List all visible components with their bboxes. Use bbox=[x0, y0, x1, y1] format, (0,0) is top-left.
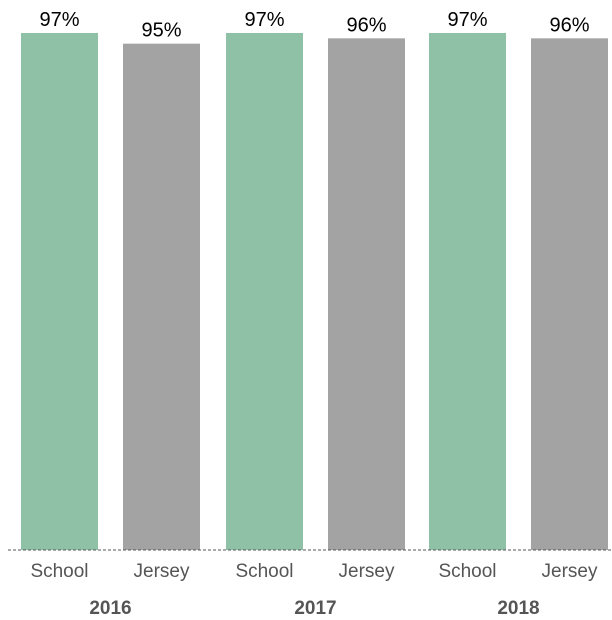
bar-2016-school bbox=[21, 33, 98, 550]
group-label-2017: 2017 bbox=[294, 598, 336, 619]
bars-layer bbox=[21, 33, 608, 551]
category-label-2016-school: School bbox=[30, 561, 88, 582]
value-label-2018-jersey: 96% bbox=[549, 14, 589, 36]
value-label-2017-jersey: 96% bbox=[346, 14, 386, 36]
value-label-2017-school: 97% bbox=[244, 9, 284, 31]
bar-2018-jersey bbox=[531, 38, 608, 550]
value-label-2016-jersey: 95% bbox=[141, 20, 181, 42]
group-label-2018: 2018 bbox=[497, 598, 539, 619]
bar-2017-jersey bbox=[328, 38, 405, 550]
group-label-2016: 2016 bbox=[89, 598, 131, 619]
bar-2017-school bbox=[226, 33, 303, 550]
category-label-2018-school: School bbox=[438, 561, 496, 582]
value-label-2016-school: 97% bbox=[39, 9, 79, 31]
category-label-2018-jersey: Jersey bbox=[542, 561, 598, 582]
value-label-2018-school: 97% bbox=[447, 9, 487, 31]
labels-layer: 97%School95%Jersey201697%School96%Jersey… bbox=[30, 9, 598, 619]
category-label-2017-jersey: Jersey bbox=[339, 561, 395, 582]
category-label-2017-school: School bbox=[235, 561, 293, 582]
bar-2018-school bbox=[429, 33, 506, 550]
category-label-2016-jersey: Jersey bbox=[134, 561, 190, 582]
bar-2016-jersey bbox=[123, 43, 200, 551]
